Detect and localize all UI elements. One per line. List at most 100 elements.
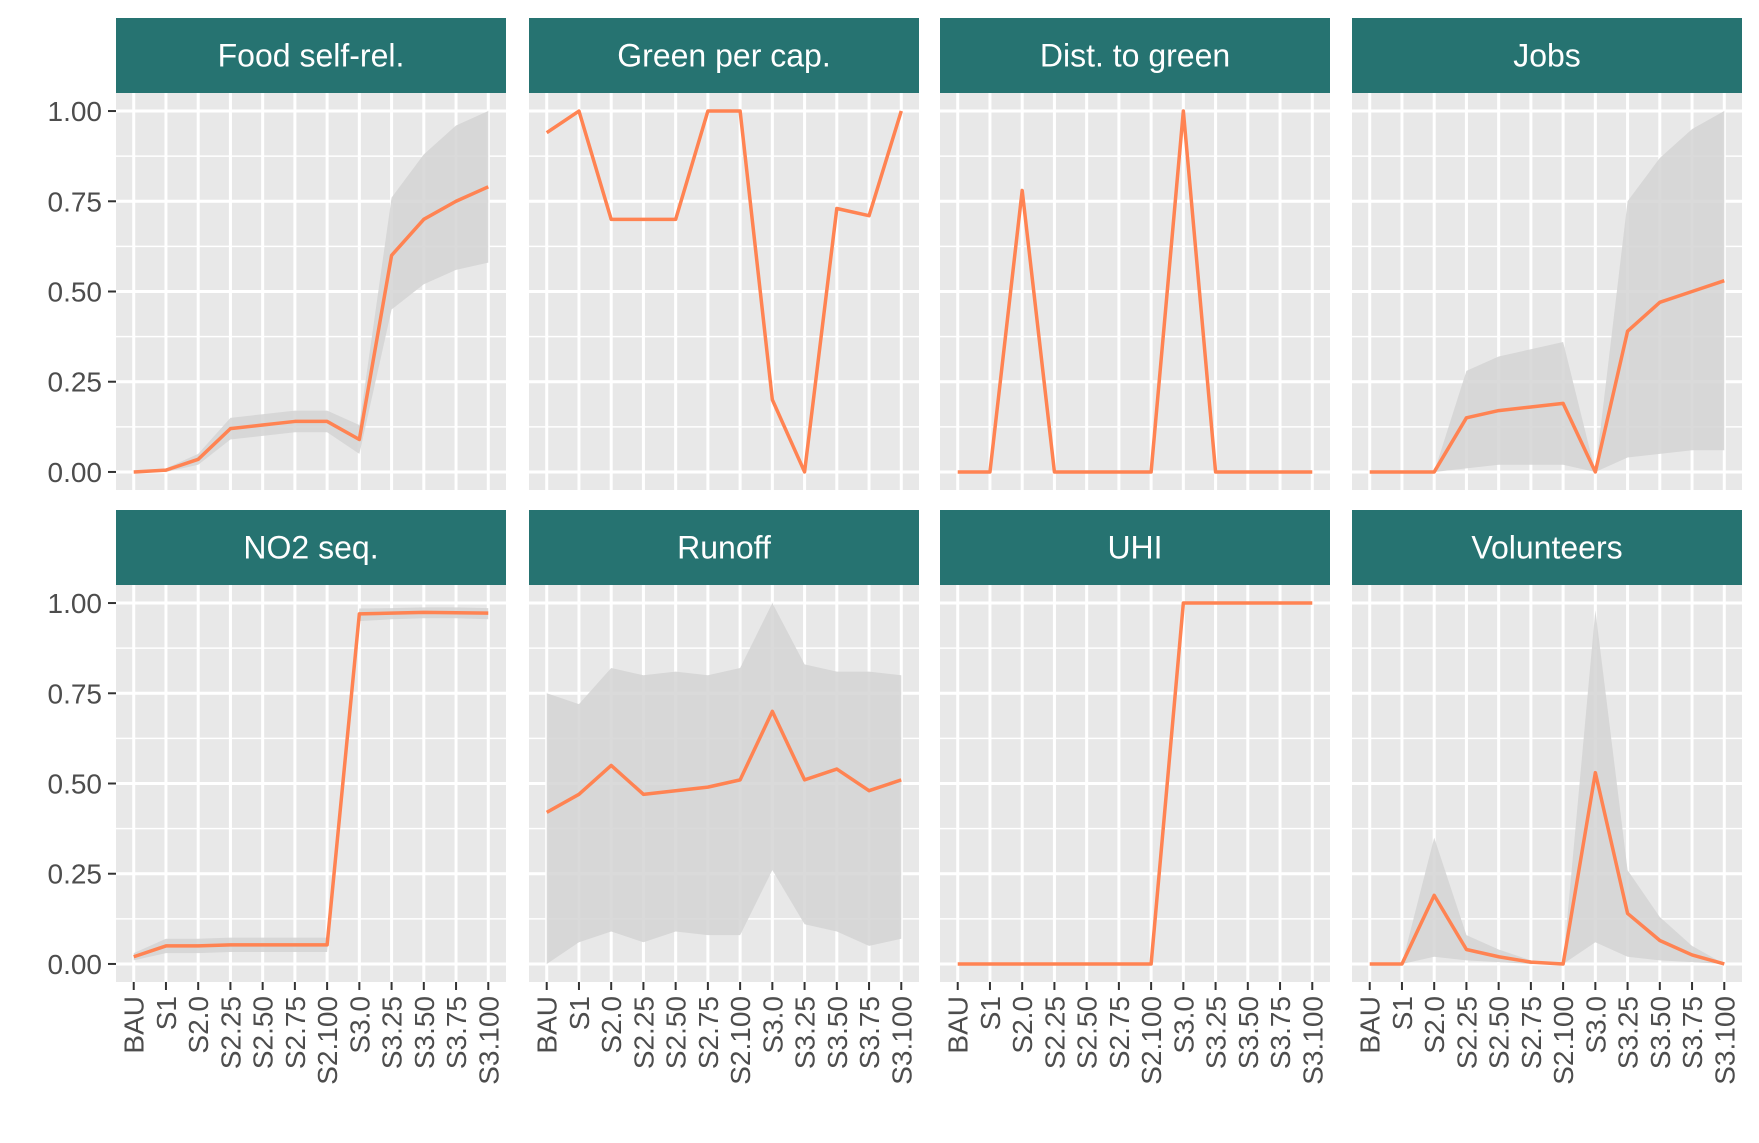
data-point — [357, 437, 361, 441]
data-point — [486, 611, 490, 615]
data-point — [1368, 962, 1372, 966]
data-point — [988, 962, 992, 966]
data-point — [867, 214, 871, 218]
x-tick-label: S1 — [975, 996, 1006, 1030]
x-tick-label: S3.50 — [1645, 996, 1676, 1069]
data-point — [706, 109, 710, 113]
data-point — [293, 419, 297, 423]
data-point — [228, 943, 232, 947]
data-point — [486, 185, 490, 189]
x-tick-label: S3.0 — [1580, 996, 1611, 1054]
x-tick-label: S3.25 — [1201, 996, 1232, 1069]
x-tick-label: S3.75 — [1265, 996, 1296, 1069]
data-point — [293, 943, 297, 947]
series-line — [133, 610, 489, 959]
facet-strip-title: Food self-rel. — [218, 38, 405, 74]
data-point — [1658, 938, 1662, 942]
data-point — [1432, 470, 1436, 474]
data-point — [1181, 109, 1185, 113]
data-point — [390, 611, 394, 615]
series-line — [133, 185, 489, 474]
series-line — [545, 709, 902, 814]
facet-strip — [116, 18, 506, 93]
x-tick-label: S2.0 — [596, 996, 627, 1054]
facet-strip-title: UHI — [1107, 530, 1162, 566]
data-point — [1593, 771, 1597, 775]
data-point — [609, 763, 613, 767]
data-point — [1368, 470, 1372, 474]
data-point — [1658, 300, 1662, 304]
data-point — [325, 943, 329, 947]
data-point — [899, 109, 903, 113]
data-point — [1722, 962, 1726, 966]
x-tick-label: S2.0 — [1419, 996, 1450, 1054]
x-tick-label: S2.75 — [693, 996, 724, 1069]
data-point — [1561, 962, 1565, 966]
facet-panel-2: Green per cap. — [529, 18, 919, 490]
x-tick-label: S1 — [1387, 996, 1418, 1030]
facet-strip-title: Jobs — [1513, 38, 1581, 74]
y-tick-label: 0.75 — [48, 186, 103, 217]
y-tick-label: 0.00 — [48, 457, 103, 488]
uncertainty-band — [133, 111, 489, 472]
data-point — [1432, 893, 1436, 897]
y-tick-label: 1.00 — [48, 588, 103, 619]
data-point — [1497, 955, 1501, 959]
data-point — [357, 612, 361, 616]
y-tick-label: 0.50 — [48, 769, 103, 800]
data-point — [674, 789, 678, 793]
data-point — [1278, 601, 1282, 605]
data-point — [390, 253, 394, 257]
x-tick-label: S3.50 — [409, 996, 440, 1069]
data-point — [132, 470, 136, 474]
data-point — [956, 470, 960, 474]
x-tick-label: S3.0 — [1168, 996, 1199, 1054]
data-point — [1246, 601, 1250, 605]
data-point — [577, 792, 581, 796]
x-tick-label: S2.100 — [725, 996, 756, 1085]
y-tick-label: 1.00 — [48, 96, 103, 127]
x-tick-label: S2.75 — [280, 996, 311, 1069]
data-point — [1690, 290, 1694, 294]
x-tick-label: S3.25 — [377, 996, 408, 1069]
x-tick-label: S2.0 — [183, 996, 214, 1054]
data-point — [1722, 279, 1726, 283]
x-tick-label: S3.100 — [1297, 996, 1328, 1085]
data-point — [956, 962, 960, 966]
facet-strip — [940, 18, 1330, 93]
data-point — [454, 611, 458, 615]
x-tick-label: S3.25 — [1613, 996, 1644, 1069]
data-point — [1085, 962, 1089, 966]
data-point — [641, 217, 645, 221]
data-point — [674, 217, 678, 221]
data-point — [738, 778, 742, 782]
facet-strip-title: Green per cap. — [617, 38, 830, 74]
x-tick-label: BAU — [1355, 996, 1386, 1054]
facet-strip-title: Runoff — [677, 530, 771, 566]
data-point — [1561, 401, 1565, 405]
data-point — [988, 470, 992, 474]
data-point — [454, 199, 458, 203]
facet-strip — [940, 510, 1330, 585]
data-point — [545, 810, 549, 814]
data-point — [1529, 960, 1533, 964]
x-tick-label: S3.75 — [441, 996, 472, 1069]
x-tick-label: S2.100 — [1548, 996, 1579, 1085]
x-tick-label: S2.75 — [1104, 996, 1135, 1069]
series-line — [957, 601, 1313, 966]
data-point — [261, 423, 265, 427]
x-tick-label: S3.25 — [790, 996, 821, 1069]
data-point — [867, 789, 871, 793]
uncertainty-band — [1369, 111, 1725, 472]
x-tick-label: S2.50 — [661, 996, 692, 1069]
y-tick-label: 0.75 — [48, 678, 103, 709]
data-point — [1085, 470, 1089, 474]
facet-strip — [1352, 18, 1742, 93]
data-point — [196, 457, 200, 461]
data-point — [132, 955, 136, 959]
x-tick-label: S3.100 — [473, 996, 504, 1085]
data-point — [164, 468, 168, 472]
data-point — [422, 610, 426, 614]
data-point — [325, 419, 329, 423]
data-point — [1181, 601, 1185, 605]
